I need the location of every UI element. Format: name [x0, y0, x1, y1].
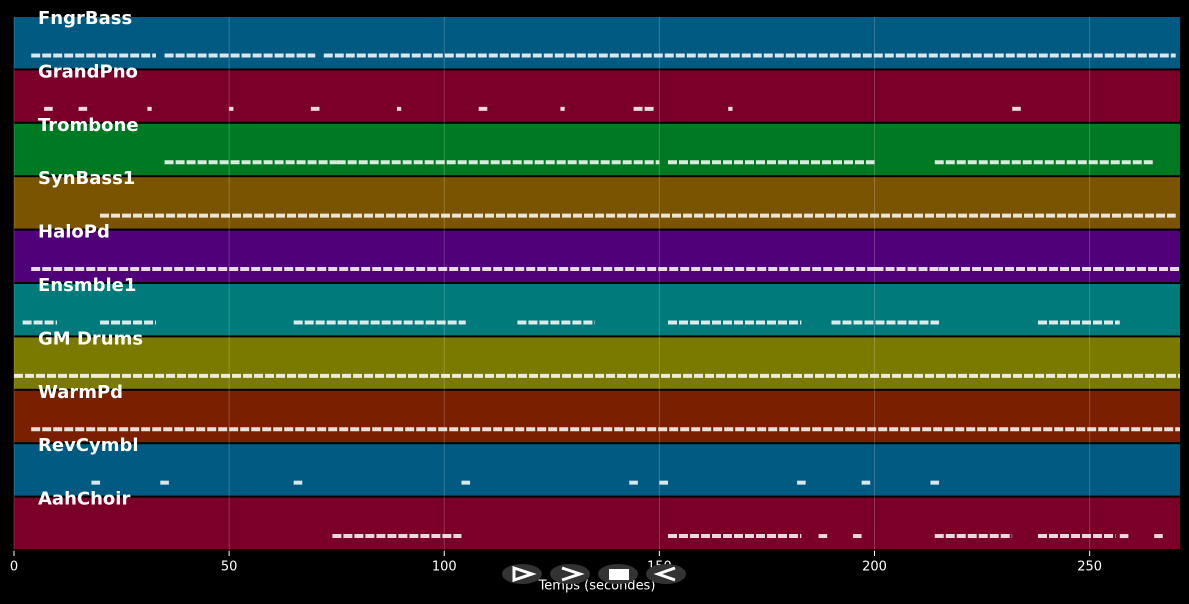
- track-name: SynBass1: [38, 168, 135, 189]
- track-lane: [14, 284, 1180, 336]
- track-name: AahChoir: [38, 489, 130, 510]
- track-lane: [14, 177, 1180, 229]
- track-name: FngrBass: [38, 8, 132, 29]
- track-lane: [14, 337, 1180, 389]
- x-tick-label: 250: [1077, 560, 1102, 575]
- play-icon: [512, 565, 537, 583]
- track-name: HaloPd: [38, 222, 110, 243]
- track-name: Ensmble1: [38, 275, 136, 296]
- track-name: Trombone: [38, 115, 139, 136]
- x-tick-label: 0: [10, 560, 18, 575]
- player-controls: [502, 564, 686, 584]
- track-lane: [14, 497, 1180, 549]
- track-name: GM Drums: [38, 328, 143, 349]
- track-lane: [14, 70, 1180, 122]
- track-lane: [14, 444, 1180, 496]
- track-lane: [14, 230, 1180, 282]
- play-button[interactable]: [502, 564, 542, 584]
- back-button[interactable]: [646, 564, 686, 584]
- track-name: RevCymbl: [38, 435, 139, 456]
- x-tick-label: 200: [862, 560, 887, 575]
- back-icon: [653, 566, 676, 582]
- track-lane: [14, 390, 1180, 443]
- track-name: GrandPno: [38, 61, 138, 82]
- track-lane: [14, 17, 1180, 69]
- forward-icon: [561, 566, 585, 582]
- x-tick-label: 100: [432, 560, 457, 575]
- forward-button[interactable]: [550, 564, 590, 584]
- track-name: WarmPd: [38, 382, 123, 403]
- x-tick-label: 50: [221, 560, 238, 575]
- track-lane: [14, 123, 1180, 176]
- stop-icon: [609, 569, 629, 580]
